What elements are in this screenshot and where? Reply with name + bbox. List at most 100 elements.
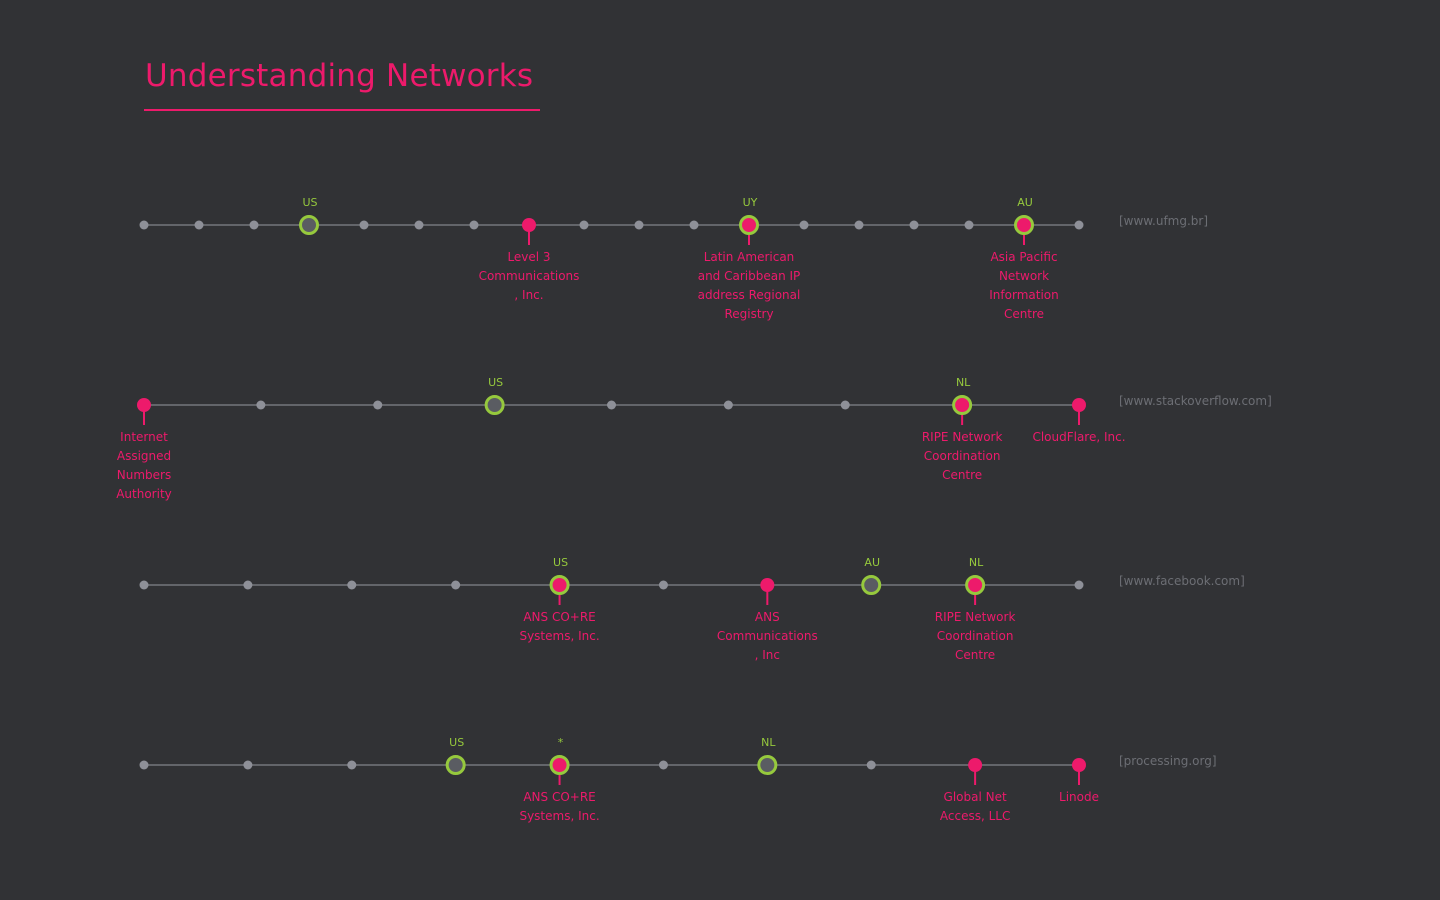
network-owner-label: Internet Assigned Numbers Authority bbox=[116, 430, 172, 501]
hop-node bbox=[373, 400, 383, 410]
hop-node: Global Net Access, LLC bbox=[940, 758, 1010, 823]
hop-dot bbox=[347, 760, 357, 770]
network-owner-label: Asia Pacific Network Information Centre bbox=[989, 250, 1058, 321]
country-ring bbox=[757, 755, 778, 775]
hop-dot bbox=[1074, 580, 1084, 590]
network-owner-label-line: Centre bbox=[1004, 307, 1044, 321]
network-owner-label-line: and Caribbean IP bbox=[698, 269, 801, 283]
country-ring bbox=[299, 215, 319, 235]
hop-dot bbox=[249, 220, 259, 230]
network-owner-label-line: ANS bbox=[755, 610, 780, 624]
hop-node bbox=[634, 220, 644, 230]
network-owner-label-line: Level 3 bbox=[507, 250, 550, 264]
pin-head bbox=[522, 218, 536, 232]
country-pin-ring bbox=[1014, 215, 1034, 235]
network-owner-label: RIPE Network Coordination Centre bbox=[922, 430, 1003, 482]
network-owner-label: Global Net Access, LLC bbox=[940, 790, 1010, 823]
hop-dot bbox=[139, 760, 149, 770]
route-row: US Level 3 Communications , Inc. UY Latin Ame… bbox=[139, 196, 1208, 321]
pin-head bbox=[137, 398, 151, 412]
network-owner-label-line: ANS CO+RE bbox=[523, 790, 595, 804]
network-owner-label: Level 3 Communications , Inc. bbox=[479, 250, 580, 302]
network-owner-label-line: Asia Pacific bbox=[990, 250, 1057, 264]
hop-node bbox=[139, 580, 149, 590]
hop-node: CloudFlare, Inc. bbox=[1032, 398, 1126, 444]
network-owner-label-line: address Regional bbox=[698, 288, 801, 302]
hop-node bbox=[607, 400, 616, 410]
hop-dot bbox=[469, 220, 479, 230]
network-owner-label-line: Centre bbox=[955, 648, 995, 662]
route-row: Internet Assigned Numbers Authority US NL RIPE… bbox=[116, 376, 1272, 501]
pin-head bbox=[1072, 398, 1086, 412]
country-ring bbox=[445, 755, 466, 775]
hop-node bbox=[1074, 580, 1084, 590]
hop-node bbox=[243, 760, 253, 770]
hop-dot bbox=[799, 220, 809, 230]
network-owner-label: ANS CO+RE Systems, Inc. bbox=[519, 790, 599, 823]
hop-dot bbox=[579, 220, 589, 230]
network-owner-label-line: RIPE Network bbox=[935, 610, 1016, 624]
country-code-label: UY bbox=[743, 196, 758, 209]
hop-node bbox=[723, 400, 733, 410]
hop-dot bbox=[964, 220, 974, 230]
network-owner-label-line: Communications bbox=[479, 269, 580, 283]
country-code-label: US bbox=[488, 376, 503, 389]
hop-node: Linode bbox=[1059, 758, 1099, 804]
hop-dot bbox=[347, 580, 357, 590]
country-pin-ring bbox=[952, 395, 973, 415]
country-pin-ring bbox=[965, 575, 986, 595]
hop-node: ANS Communications , Inc bbox=[717, 578, 818, 662]
hop-node bbox=[359, 220, 369, 230]
hop-node bbox=[854, 220, 864, 230]
hop-dot bbox=[414, 220, 424, 230]
hop-dot bbox=[373, 400, 383, 410]
country-code-label: NL bbox=[956, 376, 971, 389]
hop-node: NL bbox=[757, 736, 778, 775]
hop-dot bbox=[840, 400, 850, 410]
hop-node bbox=[1074, 220, 1084, 230]
hop-node bbox=[658, 760, 668, 770]
network-owner-label-line: Latin American bbox=[704, 250, 795, 264]
hop-node: US bbox=[484, 376, 505, 415]
network-owner-label-line: Centre bbox=[942, 468, 982, 482]
network-owner-label-line: Access, LLC bbox=[940, 809, 1010, 823]
network-owner-label-line: Systems, Inc. bbox=[519, 809, 599, 823]
pin-head bbox=[1072, 758, 1086, 772]
country-code-label: US bbox=[449, 736, 464, 749]
hop-node bbox=[194, 220, 204, 230]
pin-head bbox=[760, 578, 775, 592]
hop-dot bbox=[256, 400, 266, 410]
network-owner-label-line: ANS CO+RE bbox=[523, 610, 595, 624]
network-owner-label: CloudFlare, Inc. bbox=[1032, 430, 1125, 444]
hop-node bbox=[256, 400, 266, 410]
hop-node: AU bbox=[861, 556, 882, 595]
hop-node bbox=[414, 220, 424, 230]
hop-dot bbox=[139, 220, 149, 230]
host-label: [www.facebook.com] bbox=[1119, 574, 1245, 588]
page-title: Understanding Networks bbox=[145, 58, 534, 94]
network-owner-label-line: Numbers bbox=[117, 468, 171, 482]
hop-dot bbox=[854, 220, 864, 230]
country-code-label: AU bbox=[1017, 196, 1033, 209]
network-owner-label-line: CloudFlare, Inc. bbox=[1032, 430, 1125, 444]
hop-node bbox=[451, 580, 461, 590]
network-owner-label-line: Linode bbox=[1059, 790, 1099, 804]
hop-node: NL RIPE Network Coordination Centre bbox=[922, 376, 1003, 482]
network-owner-label: ANS Communications , Inc bbox=[717, 610, 818, 662]
country-code-label: AU bbox=[864, 556, 880, 569]
network-owner-label-line: , Inc bbox=[755, 648, 780, 662]
hop-node: AU Asia Pacific Network Information Centre bbox=[989, 196, 1058, 321]
country-ring bbox=[484, 395, 505, 415]
country-code-label: NL bbox=[969, 556, 984, 569]
country-code-label: * bbox=[558, 736, 564, 749]
hop-dot bbox=[139, 580, 149, 590]
network-owner-label-line: Coordination bbox=[924, 449, 1001, 463]
hop-node bbox=[347, 760, 357, 770]
hop-dot bbox=[634, 220, 644, 230]
pin-head bbox=[968, 758, 983, 772]
hop-dot bbox=[866, 760, 876, 770]
country-pin-ring bbox=[739, 215, 759, 235]
hop-dot bbox=[359, 220, 369, 230]
hop-dot bbox=[658, 760, 668, 770]
